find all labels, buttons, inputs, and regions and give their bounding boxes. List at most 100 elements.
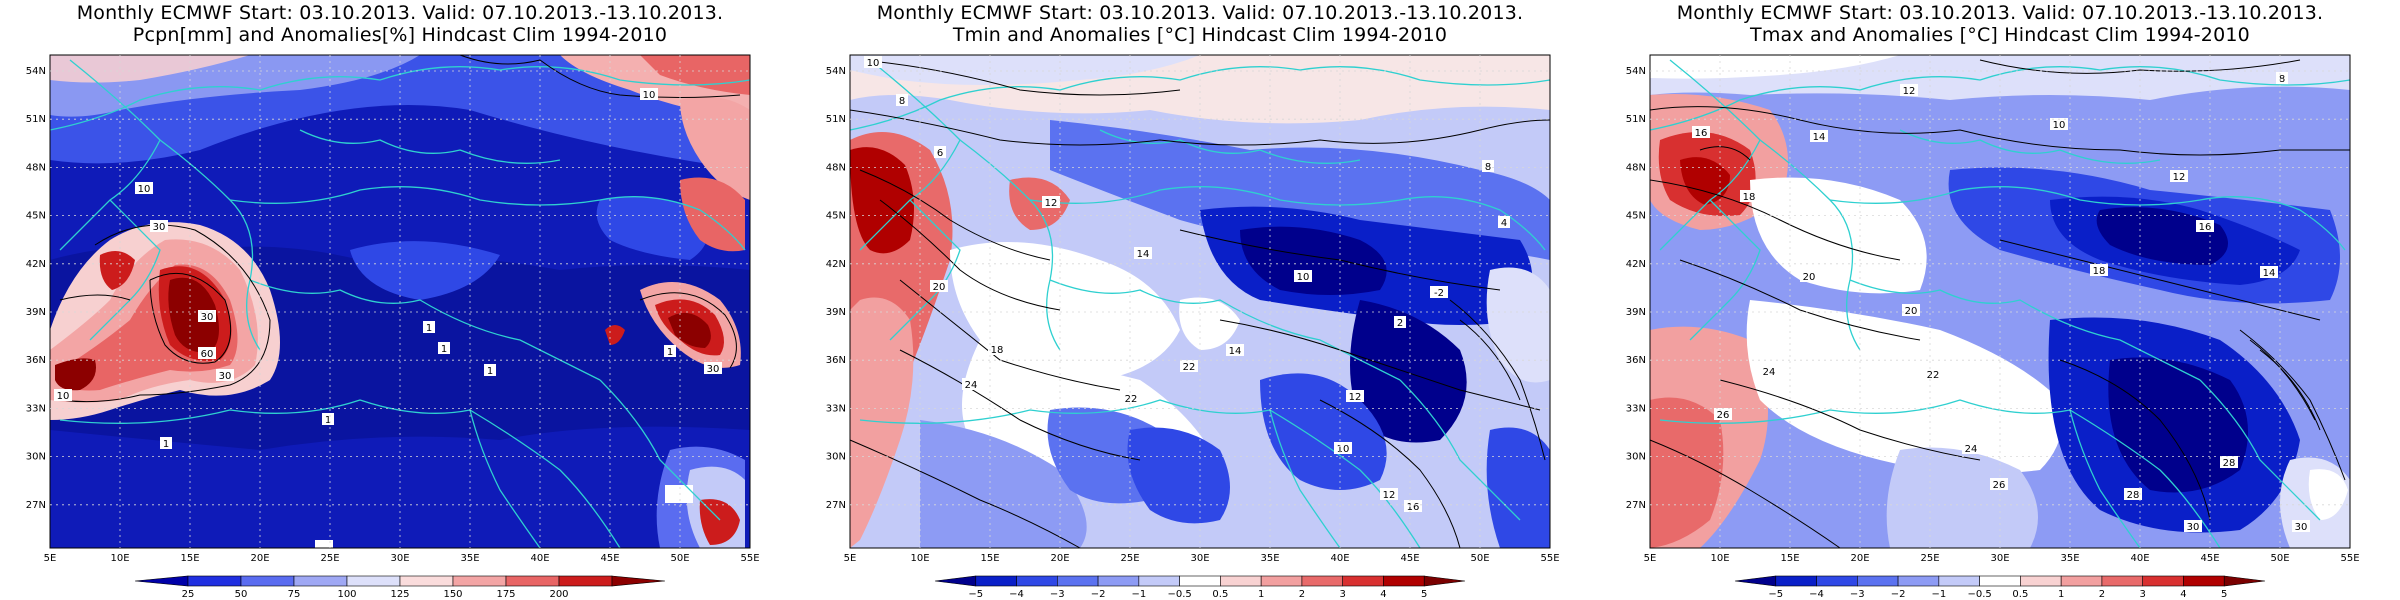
- svg-text:4: 4: [1501, 218, 1507, 229]
- colorbar-label: 4: [2180, 589, 2186, 600]
- anomaly-area: [950, 242, 1180, 380]
- lat-label: 48N: [1626, 162, 1646, 173]
- colorbar-segment: [1857, 575, 1899, 587]
- contour-label: 60: [198, 347, 216, 360]
- contour-label: 14: [1226, 344, 1244, 357]
- contour-label: 2: [1394, 316, 1406, 329]
- contour-label: 4: [1498, 216, 1510, 229]
- colorbar-segment: [2183, 575, 2225, 587]
- colorbar-segment: [293, 575, 348, 587]
- tmax-map: 8 12 14 16 18 20 24 26 28 30 10 12 14 16…: [1626, 54, 2360, 600]
- panel-title-line1: Monthly ECMWF Start: 03.10.2013. Valid: …: [1676, 2, 2324, 24]
- contour-label: 18: [1740, 190, 1758, 203]
- colorbar-segment: [1220, 575, 1262, 587]
- colorbar-segment: [1897, 575, 1940, 587]
- panel-precipitation: Monthly ECMWF Start: 03.10.2013. Valid: …: [0, 0, 800, 600]
- lat-label: 48N: [826, 162, 846, 173]
- contour-label: 1: [322, 413, 334, 426]
- colorbar-segment: [611, 575, 666, 587]
- tmin-map: 10 8 6 12 14 20 24 22 18 12 10 14 16 12 …: [826, 54, 1560, 600]
- colorbar: 25 50 75 100 125 150 175 200: [134, 575, 666, 600]
- anomaly-area: [1486, 427, 1550, 548]
- precipitation-map: 10 10 30 30 60 30 1 1 1 1 1 10 1 30 54N5…: [26, 54, 760, 600]
- svg-text:28: 28: [2127, 490, 2140, 501]
- svg-text:28: 28: [2223, 458, 2236, 469]
- lat-label: 51N: [826, 114, 846, 125]
- contour-label: 12: [2170, 170, 2188, 183]
- panel-tmin: Monthly ECMWF Start: 03.10.2013. Valid: …: [800, 0, 1600, 600]
- lon-label: 25E: [1120, 553, 1139, 564]
- colorbar-label: 1: [2058, 589, 2064, 600]
- colorbar-label: 125: [390, 589, 409, 600]
- anomaly-area: [1650, 397, 1724, 548]
- svg-text:12: 12: [1045, 198, 1058, 209]
- anomaly-area: [1127, 427, 1230, 524]
- colorbar-label: 50: [235, 589, 248, 600]
- svg-text:10: 10: [138, 184, 151, 195]
- colorbar-segment: [2060, 575, 2103, 587]
- colorbar-segment: [1342, 575, 1384, 587]
- anomaly-area: [850, 147, 914, 254]
- anomaly-area: [1750, 177, 1927, 294]
- contour-label: 16: [2196, 220, 2214, 233]
- contour-label: 20: [1800, 270, 1818, 283]
- contour-label: 30: [150, 220, 168, 233]
- colorbar-label: −4: [1009, 589, 1024, 600]
- svg-text:1: 1: [441, 344, 447, 355]
- anomaly-area: [2096, 207, 2228, 265]
- svg-text:20: 20: [1803, 272, 1816, 283]
- svg-text:20: 20: [933, 282, 946, 293]
- lat-label: 54N: [26, 66, 46, 77]
- contour-label: 22: [1180, 360, 1198, 373]
- contour-label: 16: [1404, 500, 1422, 513]
- anomaly-area: [1650, 55, 1900, 79]
- colorbar-label: −3: [1850, 589, 1865, 600]
- anomaly-area: [1179, 297, 1240, 350]
- lat-label: 54N: [826, 66, 846, 77]
- svg-text:1: 1: [426, 323, 432, 334]
- contour-label: 1: [438, 342, 450, 355]
- contour-label: 28: [2220, 456, 2238, 469]
- svg-text:18: 18: [2093, 266, 2106, 277]
- contour-label: 1: [160, 437, 172, 450]
- colorbar-segment: [134, 575, 189, 587]
- anomaly-area: [1009, 177, 1070, 230]
- svg-text:12: 12: [1383, 490, 1396, 501]
- svg-text:26: 26: [1717, 410, 1730, 421]
- lat-grid-labels: 54N 51N 48N 45N 42N 39N 36N 33N 30N 27N: [826, 66, 1550, 511]
- contour-label: 22: [1122, 392, 1140, 405]
- colorbar-segment: [1179, 575, 1221, 587]
- anomaly-area: [668, 312, 711, 348]
- svg-text:60: 60: [201, 349, 214, 360]
- lat-label: 27N: [1626, 500, 1646, 511]
- colorbar-segment: [558, 575, 613, 587]
- lat-label: 27N: [826, 500, 846, 511]
- colorbar-label: 1: [1258, 589, 1264, 600]
- contour-label: 10: [1294, 270, 1312, 283]
- contour-label: 14: [1134, 247, 1152, 260]
- svg-text:24: 24: [965, 380, 978, 391]
- lat-label: 42N: [26, 259, 46, 270]
- lon-label: 45E: [600, 553, 619, 564]
- svg-text:24: 24: [1763, 367, 1776, 378]
- anomaly-area: [50, 55, 250, 83]
- colorbar-label: 25: [182, 589, 195, 600]
- contour-label: 10: [864, 56, 882, 69]
- colorbar-segment: [1097, 575, 1140, 587]
- lon-label: 15E: [180, 553, 199, 564]
- contour-label: 26: [1714, 408, 1732, 421]
- lon-label: 20E: [1850, 553, 1869, 564]
- colorbar-label: 150: [443, 589, 462, 600]
- anomaly-area: [1680, 157, 1730, 205]
- svg-text:30: 30: [2295, 522, 2308, 533]
- colorbar-label: 75: [288, 589, 301, 600]
- lon-label: 25E: [1920, 553, 1939, 564]
- lon-label: 35E: [460, 553, 479, 564]
- lon-label: 50E: [670, 553, 689, 564]
- colorbar-segment: [1423, 575, 1466, 587]
- anomaly-area: [1746, 300, 2063, 474]
- lon-label: 5E: [1644, 553, 1657, 564]
- svg-text:30: 30: [153, 222, 166, 233]
- svg-text:30: 30: [219, 371, 232, 382]
- svg-text:10: 10: [643, 90, 656, 101]
